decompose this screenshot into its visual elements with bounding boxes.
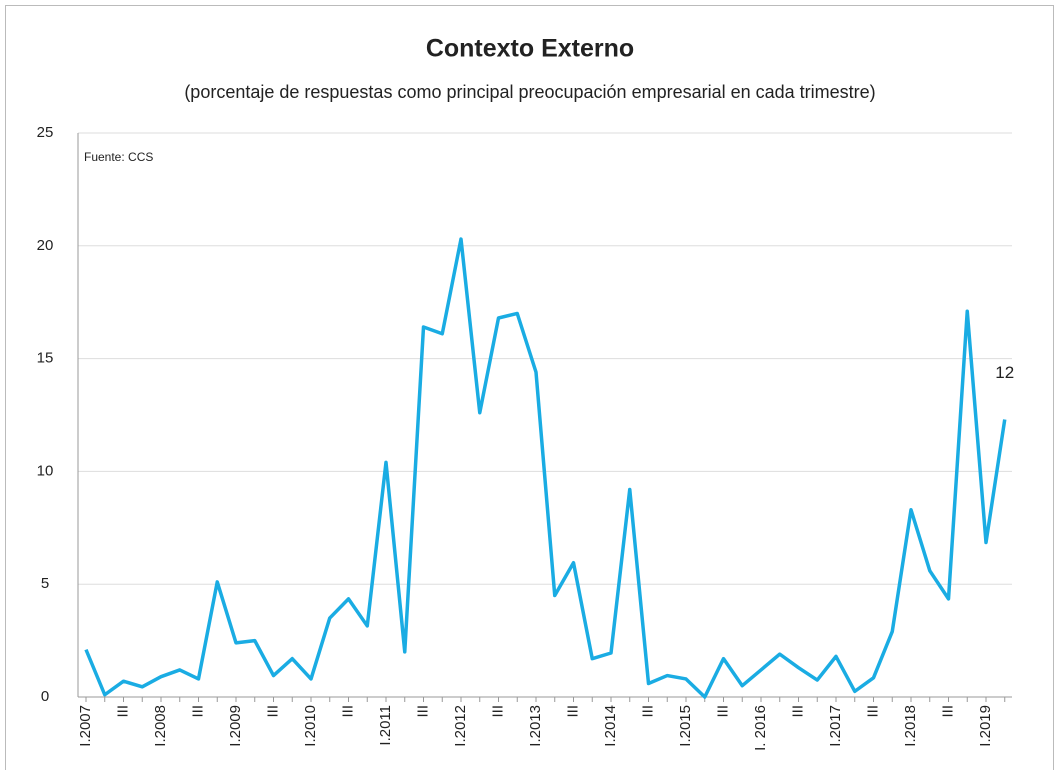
x-tick-label: I.2015 — [677, 705, 694, 747]
x-tick-label: I.2013 — [527, 705, 544, 747]
x-tick-label: I.2008 — [152, 705, 169, 747]
x-tick-label: III — [564, 705, 581, 718]
y-tick-label: 15 — [37, 350, 54, 367]
x-tick-label: I.2012 — [452, 705, 469, 747]
x-tick-label: I.2019 — [977, 705, 994, 747]
y-tick-label: 5 — [41, 575, 49, 592]
x-tick-label: III — [939, 705, 956, 718]
y-tick-label: 20 — [37, 237, 54, 254]
x-tick-label: III — [339, 705, 356, 718]
chart-title: Contexto Externo — [426, 35, 634, 63]
x-tick-label: III — [264, 705, 281, 718]
data-line — [84, 237, 1007, 699]
x-tick-label: I. 2016 — [752, 705, 769, 751]
x-tick-label: I.2009 — [227, 705, 244, 747]
y-tick-label: 10 — [37, 462, 54, 479]
y-tick-label: 25 — [37, 124, 54, 141]
y-tick-label: 0 — [41, 688, 49, 705]
x-tick-label: I.2011 — [377, 705, 394, 746]
x-tick-label: III — [489, 705, 506, 718]
x-tick-label: III — [189, 705, 206, 718]
x-tick-label: III — [639, 705, 656, 718]
x-tick-label: I.2014 — [602, 705, 619, 747]
x-tick-label: III — [414, 705, 431, 718]
x-tick-label: I.2018 — [902, 705, 919, 747]
x-tick-label: I.2007 — [77, 705, 94, 747]
x-tick-label: III — [864, 705, 881, 718]
data-label: 12 — [995, 363, 1014, 382]
source-note: Fuente: CCS — [84, 150, 153, 164]
x-tick-label: III — [714, 705, 731, 718]
x-tick-label: III — [789, 705, 806, 718]
x-tick-label: I.2017 — [827, 705, 844, 747]
frame — [5, 5, 1054, 770]
x-tick-label: III — [114, 705, 131, 718]
x-tick-label: I.2010 — [302, 705, 319, 747]
chart-subtitle: (porcentaje de respuestas como principal… — [184, 82, 875, 102]
